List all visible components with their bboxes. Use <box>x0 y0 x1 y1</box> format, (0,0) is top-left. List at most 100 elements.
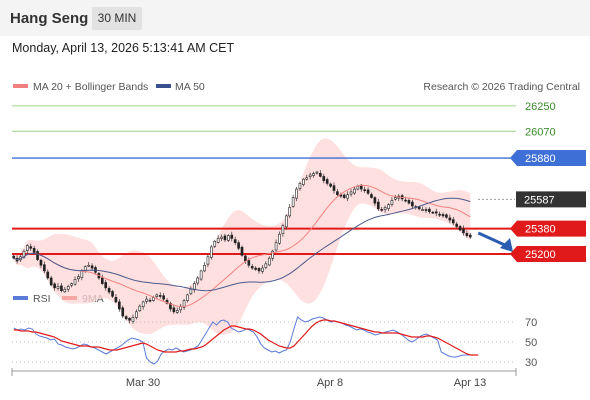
forecast-arrow-head <box>500 237 513 252</box>
candle-body <box>111 291 114 297</box>
candle-body <box>376 201 380 210</box>
candle-body <box>182 300 186 308</box>
rsi-tick-70: 70 <box>525 317 537 329</box>
candle-body <box>244 255 247 262</box>
candle-body <box>46 271 50 279</box>
candle-body <box>387 204 390 209</box>
candle-body <box>29 246 33 249</box>
candle-body <box>12 255 16 259</box>
candle-body <box>104 282 108 289</box>
candle-body <box>281 225 285 234</box>
candle-body <box>342 194 346 198</box>
candle-body <box>455 223 458 227</box>
level-tag-25200 <box>510 245 586 262</box>
candle-body <box>424 209 428 211</box>
candle-body <box>271 250 274 259</box>
candle-body <box>162 295 165 300</box>
ma20-line <box>13 184 471 308</box>
candle-body <box>370 194 373 198</box>
candle-body <box>305 177 309 180</box>
candle-body <box>169 303 172 310</box>
candle-body <box>36 251 39 260</box>
candle-body <box>363 189 366 191</box>
candle-body <box>216 238 220 243</box>
candle-body <box>295 188 298 199</box>
x-tick-label: Apr 8 <box>317 377 343 389</box>
candle-body <box>404 199 407 202</box>
candle-body <box>227 235 230 241</box>
rsi-series-rsi <box>13 316 479 365</box>
candle-body <box>43 264 46 272</box>
candle-body <box>60 285 63 291</box>
candle-body <box>264 263 268 268</box>
candle-body <box>438 213 441 216</box>
ma50-legend-label: MA 50 <box>175 81 205 93</box>
candle-body <box>70 283 73 286</box>
candle-body <box>380 209 384 211</box>
bollinger-band <box>13 138 471 335</box>
rsi-series-9ma <box>13 319 479 356</box>
candle-body <box>233 239 237 243</box>
candle-body <box>175 310 179 313</box>
candle-body <box>312 173 315 176</box>
candle-body <box>261 267 264 272</box>
candle-body <box>155 294 159 297</box>
candle-body <box>131 317 135 322</box>
candle-body <box>223 235 227 241</box>
candle-body <box>291 197 295 207</box>
candle-body <box>366 189 370 194</box>
candle-body <box>390 200 394 205</box>
candle-body <box>298 183 302 189</box>
rsi-legend-label: RSI <box>33 293 51 305</box>
candle-body <box>462 228 465 234</box>
candle-body <box>288 207 292 217</box>
candle-body <box>428 208 431 212</box>
timeframe-badge[interactable]: 30 MIN <box>92 7 142 30</box>
candle-body <box>274 242 278 251</box>
candle-body <box>199 270 203 280</box>
candle-body <box>90 265 94 269</box>
candle-body <box>210 246 213 258</box>
candle-body <box>80 270 84 278</box>
candle-body <box>325 179 329 184</box>
header-bar: Hang Seng 30 MIN <box>0 0 590 36</box>
candle-body <box>172 307 176 313</box>
candle-body <box>465 233 469 236</box>
candle-body <box>240 246 244 256</box>
candle-body <box>353 188 356 194</box>
candle-body <box>100 277 104 284</box>
candle-body <box>250 266 254 269</box>
candle-body <box>128 317 131 321</box>
candle-body <box>56 286 60 289</box>
level-label-25380: 25380 <box>525 224 556 236</box>
candle-body <box>196 277 200 284</box>
candle-body <box>213 240 217 247</box>
candle-body <box>373 197 377 204</box>
rsi-tick-50: 50 <box>525 337 537 349</box>
candle-body <box>445 214 448 218</box>
ma20-legend-swatch <box>13 84 28 88</box>
candle-body <box>308 174 312 177</box>
candle-body <box>267 257 271 266</box>
candle-body <box>356 185 360 190</box>
candle-body <box>394 197 397 200</box>
candle-body <box>247 260 251 266</box>
candle-body <box>152 297 155 301</box>
x-tick-label: Mar 30 <box>126 377 160 389</box>
candle-body <box>49 277 53 286</box>
candle-body <box>237 242 240 249</box>
candle-body <box>158 295 162 297</box>
candle-body <box>138 305 142 311</box>
candle-body <box>448 217 452 221</box>
candle-body <box>254 267 257 270</box>
candle-body <box>434 211 438 214</box>
candle-body <box>302 178 305 185</box>
candle-body <box>63 288 67 293</box>
candle-body <box>329 183 332 187</box>
candle-body <box>118 301 121 310</box>
candle-body <box>230 234 234 239</box>
candle-body <box>319 172 322 177</box>
candle-body <box>284 215 288 228</box>
